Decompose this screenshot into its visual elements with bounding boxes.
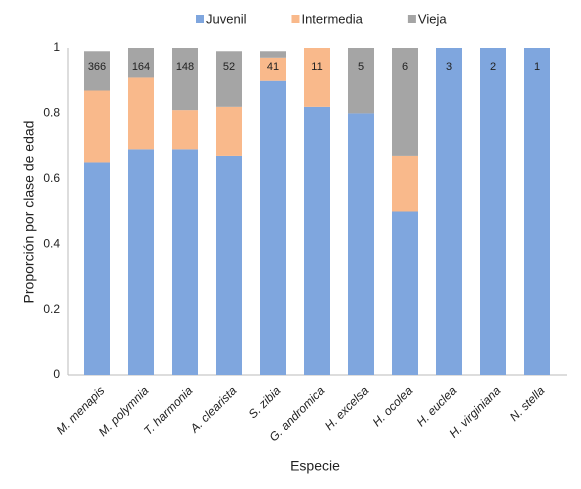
bar-segment (524, 48, 550, 375)
bar-segment (84, 90, 110, 163)
bar-segment (260, 57, 286, 81)
sample-size-label: 366 (88, 61, 106, 73)
y-tick-label: 1 (53, 40, 60, 54)
bar-segment (348, 48, 374, 114)
sample-size-label: 1 (534, 61, 540, 73)
legend-swatch (196, 15, 204, 23)
sample-size-label: 11 (311, 61, 322, 73)
x-tick-label: N. stella (507, 383, 548, 424)
bar-segment (172, 110, 198, 150)
bar-segment (128, 149, 154, 375)
bar-segment (216, 155, 242, 375)
bar-segment (480, 48, 506, 375)
bar-segment (172, 48, 198, 111)
x-tick-label: H. excelsa (322, 383, 372, 433)
sample-size-label: 2 (490, 61, 496, 73)
sample-size-label: 3 (446, 61, 452, 73)
legend-label: Vieja (418, 11, 447, 26)
x-tick-label: H. ocolea (370, 383, 416, 429)
bar-segment (172, 149, 198, 375)
bar-segment (260, 80, 286, 375)
bar-segment (392, 211, 418, 375)
y-tick-label: 0.2 (43, 302, 60, 316)
y-axis-title: Proporción por clase de edad (21, 121, 37, 304)
bar-segment (216, 51, 242, 107)
bar-segment (84, 51, 110, 91)
y-tick-label: 0 (53, 367, 60, 381)
sample-size-label: 6 (402, 61, 408, 73)
bar-segment (392, 48, 418, 156)
y-tick-label: 0.6 (43, 171, 60, 185)
bar-segment (128, 77, 154, 150)
bar-segment (348, 113, 374, 376)
bar-segment (392, 155, 418, 212)
legend-swatch (291, 15, 300, 23)
sample-size-label: 164 (132, 61, 150, 73)
bar-segment (436, 48, 462, 375)
bar-segment (128, 48, 154, 78)
sample-size-label: 52 (223, 61, 235, 73)
sample-size-label: 41 (267, 61, 279, 73)
bar-segment (260, 51, 286, 58)
sample-size-label: 148 (176, 61, 194, 73)
y-tick-label: 0.4 (43, 236, 60, 250)
x-tick-label: A. clearista (187, 383, 240, 436)
bar-segment (216, 106, 242, 156)
legend-label: Juvenil (206, 11, 247, 26)
bar-segment (304, 106, 330, 376)
x-tick-label: S. zibia (246, 383, 284, 421)
legend-label: Intermedia (301, 11, 363, 26)
y-tick-label: 0.8 (43, 106, 60, 120)
legend-swatch (407, 15, 416, 23)
bar-segment (304, 48, 330, 107)
x-tick-label: H. euclea (414, 383, 460, 429)
sample-size-label: 5 (358, 61, 364, 73)
x-axis-title: Especie (290, 458, 340, 474)
bar-segment (84, 162, 110, 375)
